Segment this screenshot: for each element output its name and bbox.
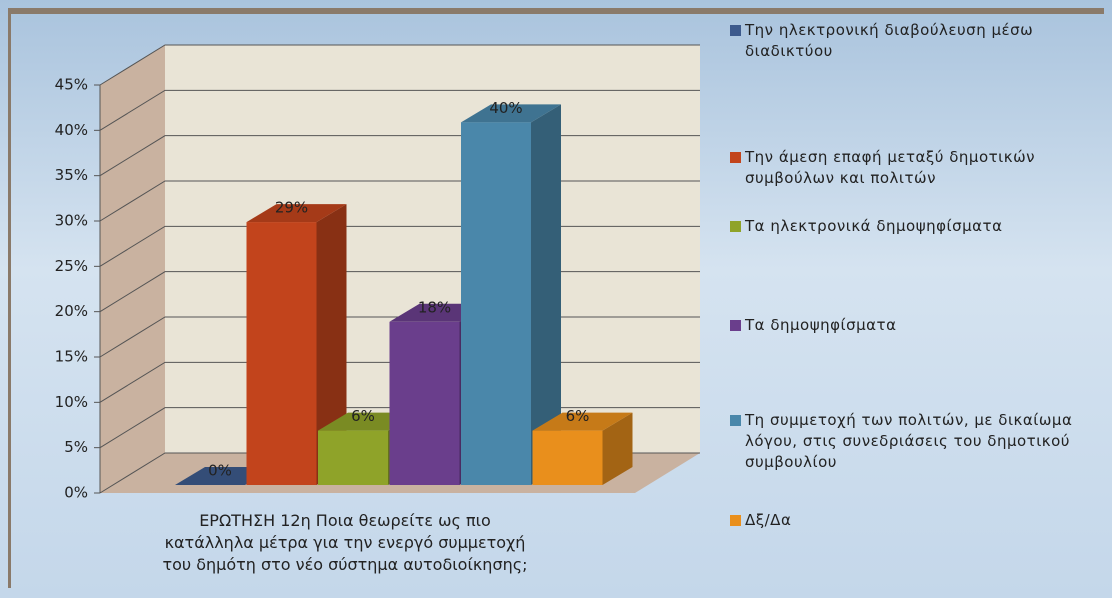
legend-item: Την άμεση επαφή μεταξύ δημοτικών συμβούλ… [730, 147, 1112, 189]
bar-side [531, 104, 561, 485]
bar [389, 321, 460, 485]
data-label: 29% [275, 199, 308, 217]
legend-label: Την ηλεκτρονική διαβούλευση μέσω διαδικτ… [745, 21, 1034, 60]
bar [318, 430, 388, 485]
y-tick-label: 5% [64, 438, 88, 456]
legend-label: Δξ/Δα [745, 511, 792, 529]
grid-line [99, 44, 700, 86]
bar-side [316, 204, 347, 486]
y-tick-label: 30% [55, 212, 88, 230]
legend-item: Δξ/Δα [730, 510, 1112, 531]
data-label: 6% [566, 407, 590, 425]
y-tick-label: 45% [55, 76, 88, 94]
y-tick-label: 15% [55, 348, 88, 366]
frame [8, 8, 1104, 588]
bar-top [532, 412, 633, 431]
y-tick-label: 25% [55, 257, 88, 275]
data-label: 40% [489, 99, 522, 117]
legend-label: Τα δημοψηφίσματα [745, 316, 897, 334]
y-tick-label: 20% [55, 302, 88, 320]
data-label: 18% [418, 298, 451, 316]
y-tick-label: 10% [55, 393, 88, 411]
bar [461, 122, 531, 485]
grid-line [99, 89, 700, 131]
bar-top [246, 204, 347, 223]
legend-label: Την άμεση επαφή μεταξύ δημοτικών συμβούλ… [745, 148, 1036, 187]
bar-top [461, 104, 561, 123]
y-tick-label: 40% [55, 121, 88, 139]
legend-swatch [730, 25, 741, 36]
legend-item: Την ηλεκτρονική διαβούλευση μέσω διαδικτ… [730, 20, 1112, 62]
legend-swatch [730, 415, 741, 426]
legend-swatch [730, 221, 741, 232]
legend-item: Τα ηλεκτρονικά δημοψηφίσματα [730, 216, 1112, 237]
legend-swatch [730, 515, 741, 526]
side-wall [100, 45, 165, 493]
legend-item: Τη συμμετοχή των πολιτών, με δικαίωμα λό… [730, 410, 1112, 473]
bar-side [602, 412, 633, 485]
data-label: 6% [351, 407, 375, 425]
x-axis-label: ΕΡΩΤΗΣΗ 12η Ποια θεωρείτε ως πιο κατάλλη… [162, 511, 528, 574]
legend-label: Τη συμμετοχή των πολιτών, με δικαίωμα λό… [745, 411, 1073, 471]
y-tick-label: 0% [64, 484, 88, 502]
legend-label: Τα ηλεκτρονικά δημοψηφίσματα [745, 217, 1003, 235]
bar [532, 430, 603, 485]
data-label: 0% [208, 462, 232, 480]
bar [246, 222, 317, 486]
y-tick-label: 35% [55, 166, 88, 184]
legend-swatch [730, 320, 741, 331]
legend-item: Τα δημοψηφίσματα [730, 315, 1112, 336]
legend-swatch [730, 152, 741, 163]
